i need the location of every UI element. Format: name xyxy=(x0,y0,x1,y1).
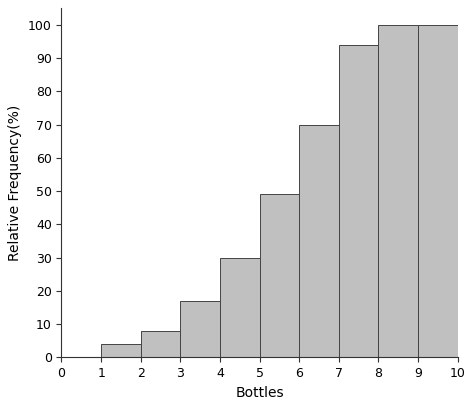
Y-axis label: Relative Frequency(%): Relative Frequency(%) xyxy=(9,105,22,261)
Bar xyxy=(220,258,260,357)
Bar xyxy=(141,331,181,357)
Bar xyxy=(181,301,220,357)
Bar xyxy=(418,25,458,357)
Bar xyxy=(339,45,378,357)
Bar xyxy=(101,344,141,357)
Bar xyxy=(378,25,418,357)
Bar xyxy=(260,195,299,357)
X-axis label: Bottles: Bottles xyxy=(235,386,284,400)
Bar xyxy=(299,125,339,357)
